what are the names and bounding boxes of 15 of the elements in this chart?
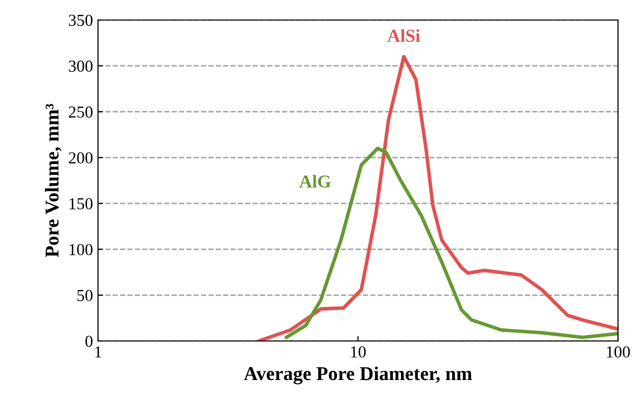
y-tick-label: 0 [85,336,93,347]
y-tick-label: 350 [68,14,93,26]
series-label: AlSi [387,29,420,42]
x-tick-label: 10 [351,346,366,358]
x-axis-title: Average Pore Diameter, nm [244,366,472,384]
y-tick-label: 50 [77,290,93,302]
y-axis-title: Pore Volume, mm³ [44,104,62,258]
series-label: AlG [299,174,331,188]
y-tick-label: 200 [68,152,93,164]
y-tick-label: 100 [70,244,93,256]
y-tick-label: 300 [68,60,93,72]
x-tick-label: 100 [606,346,630,358]
y-tick-label: 150 [70,198,93,210]
y-tick-label: 250 [68,106,93,118]
x-tick-label: 1 [95,346,102,358]
